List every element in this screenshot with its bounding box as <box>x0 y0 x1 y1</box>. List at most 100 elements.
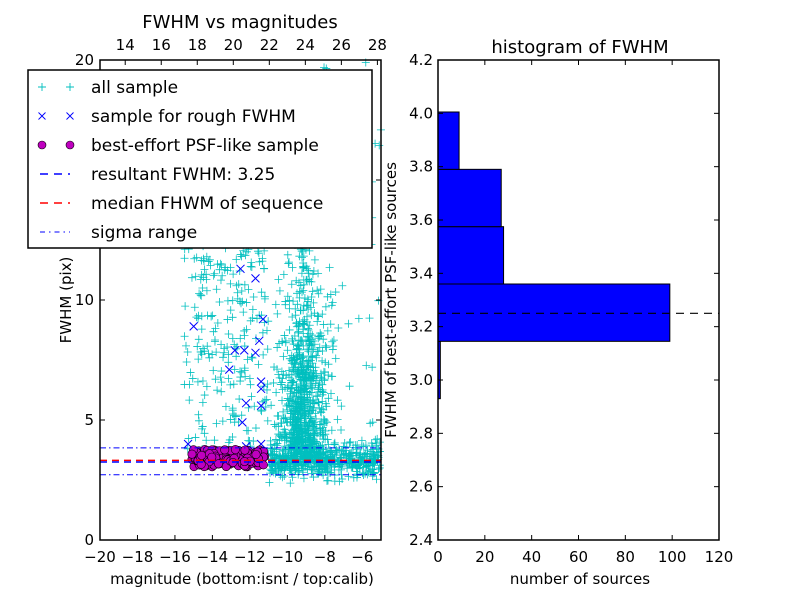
rough-fwhm-point <box>238 418 247 427</box>
all-sample-point <box>246 316 255 325</box>
all-sample-point <box>299 341 308 350</box>
all-sample-point <box>316 448 325 457</box>
all-sample-point <box>181 341 190 350</box>
all-sample-point <box>359 442 368 451</box>
all-sample-point <box>313 347 322 356</box>
all-sample-point <box>304 297 313 306</box>
all-sample-point <box>293 447 302 456</box>
histogram-xtick-label: 40 <box>522 548 541 566</box>
all-sample-point <box>180 332 189 341</box>
all-sample-point <box>267 445 276 454</box>
legend-circle-icon <box>37 140 47 150</box>
all-sample-point <box>309 446 318 455</box>
all-sample-point <box>240 280 249 289</box>
all-sample-point <box>337 426 346 435</box>
all-sample-point <box>263 416 272 425</box>
all-sample-point <box>357 436 366 445</box>
legend-item: sample for rough FWHM <box>38 107 296 127</box>
scatter-hlines <box>100 447 381 476</box>
all-sample-point <box>328 298 337 307</box>
rough-fwhm-point <box>258 314 268 324</box>
all-sample-point <box>303 301 312 310</box>
all-sample-point <box>373 434 382 443</box>
all-sample-point <box>362 361 371 370</box>
legend: all sample sample for rough FWHM best-effo… <box>27 69 373 249</box>
all-sample-point <box>283 250 292 259</box>
all-sample-point <box>270 451 279 460</box>
all-sample-point <box>194 416 203 425</box>
all-sample-point <box>280 442 289 451</box>
all-sample-point <box>304 357 313 366</box>
histogram-xtick-label: 120 <box>705 548 734 566</box>
all-sample-point <box>202 252 211 261</box>
all-sample-point <box>342 450 351 459</box>
all-sample-point <box>314 398 323 407</box>
all-sample-point <box>204 257 213 266</box>
all-sample-point <box>247 263 256 272</box>
all-sample-point <box>207 312 216 321</box>
legend-item: all sample <box>38 78 178 98</box>
all-sample-point <box>314 443 323 452</box>
all-sample-point <box>324 371 333 380</box>
all-sample-point <box>314 332 323 341</box>
histogram-ytick-label: 3.6 <box>409 211 433 229</box>
all-sample-point <box>327 372 336 381</box>
histogram-title: histogram of FWHM <box>491 37 668 58</box>
all-sample-point <box>285 304 294 313</box>
all-sample-point <box>345 438 354 447</box>
all-sample-point <box>197 256 206 265</box>
all-sample-point <box>275 451 284 460</box>
all-sample-point <box>333 415 342 424</box>
all-sample-point <box>281 297 290 306</box>
rough-fwhm-point <box>256 377 266 386</box>
all-sample-point <box>365 314 374 323</box>
histogram-ytick-label: 4.0 <box>409 104 433 122</box>
all-sample-point <box>246 262 255 271</box>
all-sample-point <box>319 431 328 440</box>
all-sample-point <box>316 373 325 382</box>
all-sample-point <box>212 419 221 428</box>
all-sample-point <box>271 300 280 309</box>
all-sample-point <box>288 313 297 322</box>
all-sample-point <box>322 464 331 473</box>
all-sample-point <box>297 460 306 469</box>
all-sample-point <box>302 317 311 326</box>
all-sample-point <box>234 280 243 289</box>
all-sample-point <box>361 462 370 471</box>
all-sample-point <box>212 285 221 294</box>
all-sample-point <box>310 420 319 429</box>
all-sample-point <box>324 360 333 369</box>
all-sample-point <box>247 353 256 362</box>
all-sample-point <box>228 313 237 322</box>
all-sample-point <box>314 269 323 278</box>
all-sample-point <box>289 297 298 306</box>
all-sample-point <box>191 433 200 442</box>
all-sample-point <box>322 476 331 485</box>
all-sample-point <box>306 329 315 338</box>
all-sample-point <box>310 255 319 264</box>
scatter-top-xtick-label: 24 <box>296 36 315 54</box>
histogram-xtick-label: 60 <box>569 548 588 566</box>
all-sample-point <box>180 254 189 263</box>
all-sample-point <box>299 286 308 295</box>
all-sample-point <box>346 454 355 463</box>
all-sample-point <box>310 430 319 439</box>
legend-cross-icon <box>38 112 46 120</box>
all-sample-point <box>221 402 230 411</box>
all-sample-point <box>218 417 227 426</box>
all-sample-point <box>213 386 222 395</box>
all-sample-point <box>267 466 276 475</box>
all-sample-point <box>303 402 312 411</box>
all-sample-point <box>226 279 235 288</box>
all-sample-point <box>320 465 329 474</box>
all-sample-point <box>220 344 229 353</box>
all-sample-point <box>251 424 260 433</box>
all-sample-point <box>284 400 293 409</box>
all-sample-point <box>313 286 322 295</box>
all-sample-point <box>368 448 377 457</box>
histogram-ytick-label: 2.8 <box>409 424 433 442</box>
all-sample-point <box>200 265 209 274</box>
all-sample-point <box>228 406 237 415</box>
all-sample-point <box>312 451 321 460</box>
all-sample-point <box>244 426 253 435</box>
